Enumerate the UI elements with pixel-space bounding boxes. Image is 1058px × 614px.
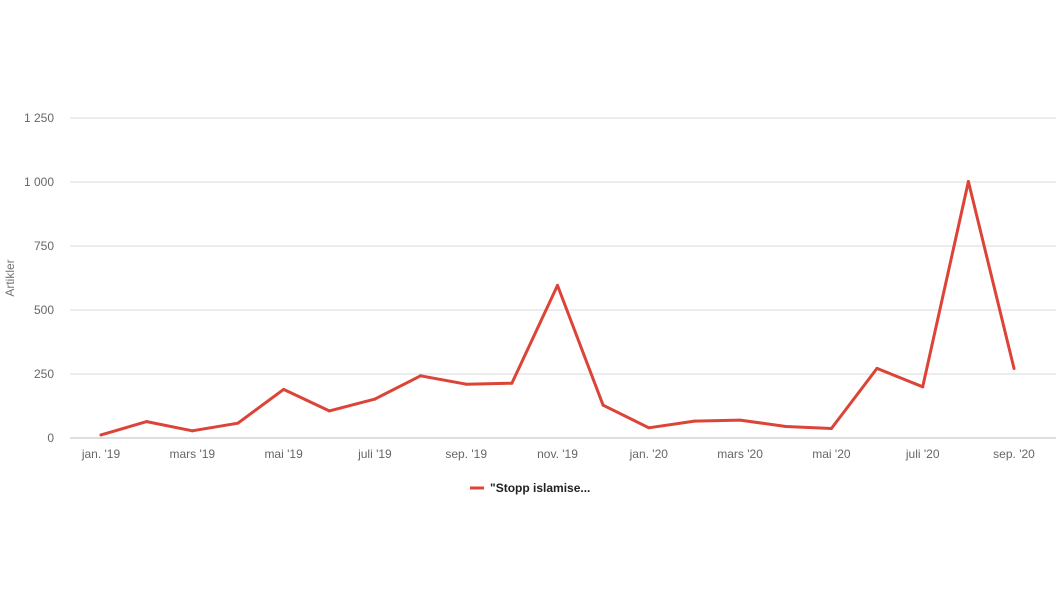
series-line: [99, 180, 1016, 437]
y-tick-label: 1 250: [24, 111, 54, 125]
x-tick-label: mars '19: [169, 447, 215, 461]
x-tick-label: juli '19: [357, 447, 392, 461]
y-axis-ticks: 0 250 500 750 1 000 1 250: [24, 111, 54, 445]
x-tick-label: sep. '20: [993, 447, 1035, 461]
data-point: [738, 418, 742, 422]
y-tick-label: 1 000: [24, 175, 54, 189]
data-point: [1012, 366, 1016, 370]
gridlines: [70, 117, 1056, 439]
data-point: [190, 429, 194, 433]
data-point: [692, 419, 696, 423]
x-axis-ticks: jan. '19 mars '19 mai '19 juli '19 sep. '19 n…: [81, 447, 1035, 461]
series-layer: [99, 179, 1016, 437]
data-point: [419, 374, 423, 378]
data-point: [601, 403, 605, 407]
legend-label: "Stopp islamise...: [490, 481, 590, 495]
data-point: [510, 381, 514, 385]
x-tick-label: nov. '19: [537, 447, 578, 461]
x-tick-label: jan. '20: [629, 447, 669, 461]
data-point: [99, 433, 103, 437]
x-tick-label: mars '20: [717, 447, 763, 461]
data-point: [647, 426, 651, 430]
data-point: [556, 283, 559, 287]
data-point: [282, 387, 286, 391]
data-point: [784, 424, 788, 428]
x-tick-label: sep. '19: [445, 447, 487, 461]
data-point: [236, 421, 240, 425]
x-tick-label: mai '19: [264, 447, 303, 461]
y-tick-label: 250: [34, 367, 54, 381]
data-point: [373, 397, 377, 401]
y-tick-label: 0: [47, 431, 54, 445]
y-axis-label: Artikler: [3, 259, 17, 296]
data-point: [921, 385, 925, 389]
data-point: [829, 427, 833, 431]
data-point: [464, 382, 468, 386]
x-tick-label: mai '20: [812, 447, 851, 461]
y-tick-label: 750: [34, 239, 54, 253]
data-point: [875, 366, 879, 370]
data-point: [966, 179, 970, 183]
y-tick-label: 500: [34, 303, 54, 317]
data-point: [145, 420, 149, 424]
x-tick-label: juli '20: [905, 447, 940, 461]
data-point: [327, 409, 331, 413]
x-tick-label: jan. '19: [81, 447, 121, 461]
legend[interactable]: "Stopp islamise...: [470, 481, 590, 495]
